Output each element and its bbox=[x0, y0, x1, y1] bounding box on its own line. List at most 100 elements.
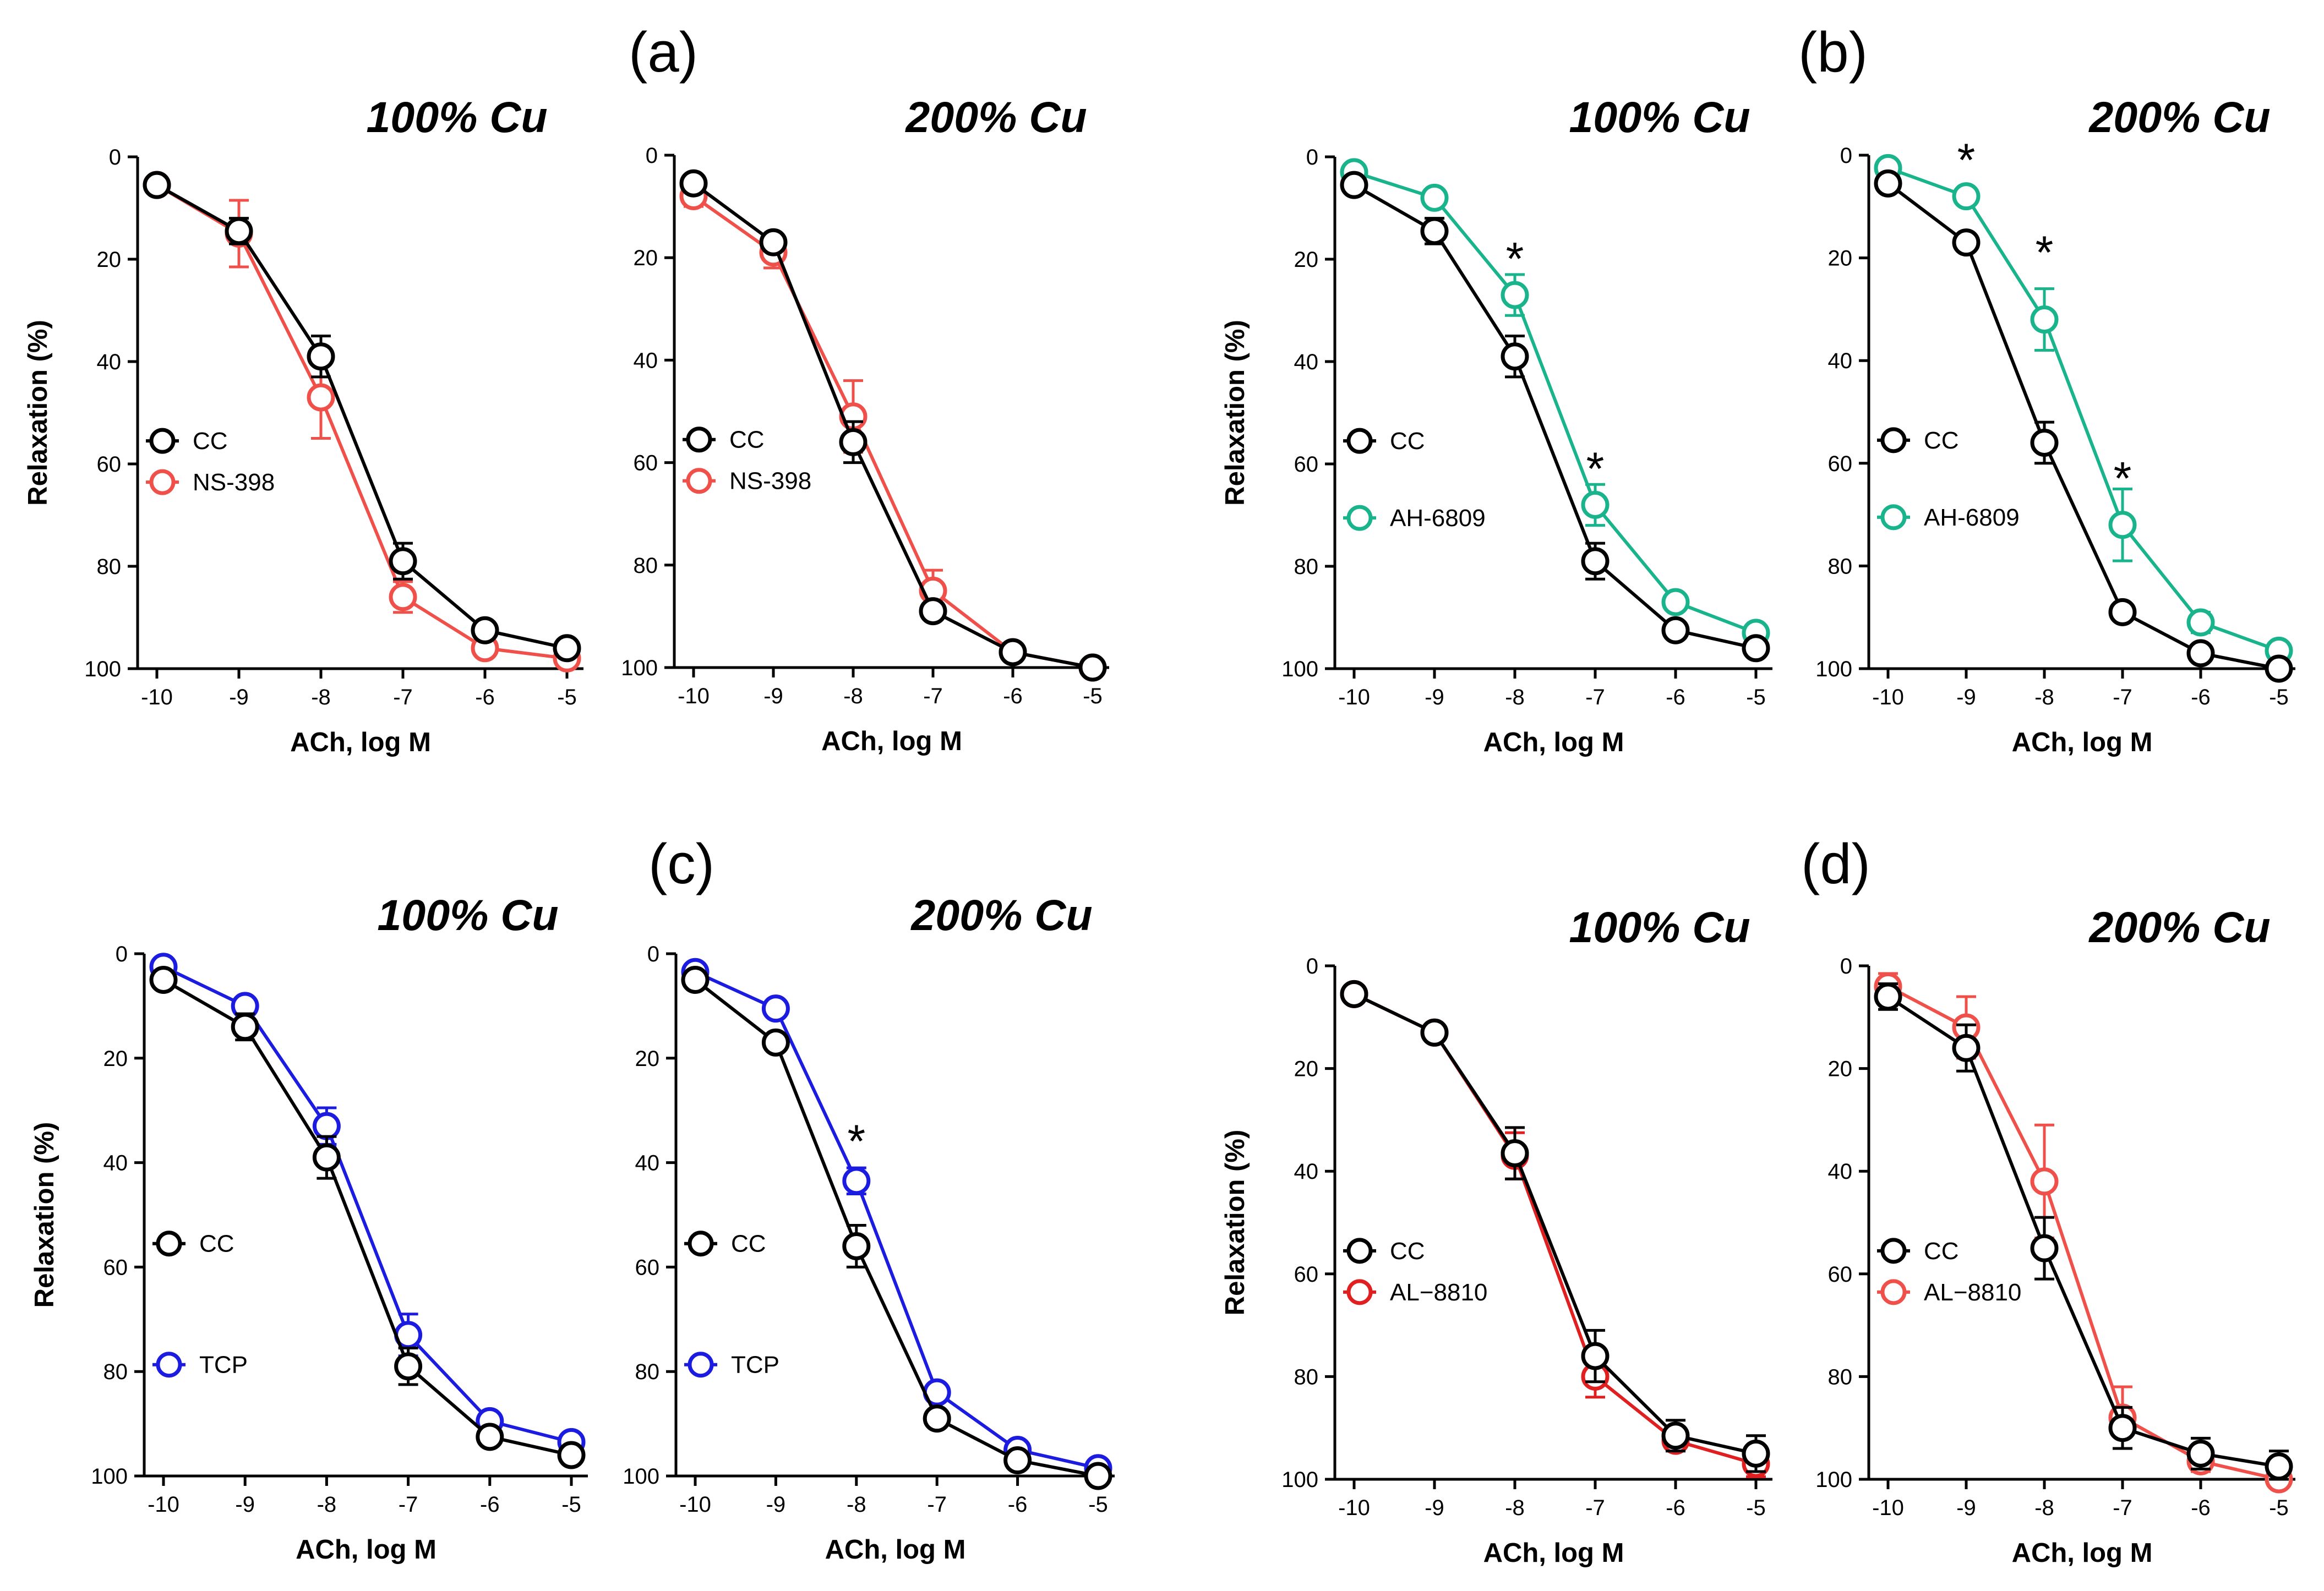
x-tick-label: -6 bbox=[2191, 1496, 2211, 1520]
data-point bbox=[759, 228, 788, 256]
series-treatment bbox=[1874, 972, 2293, 1494]
x-tick-label: -6 bbox=[480, 1492, 500, 1517]
y-tick-label: 40 bbox=[97, 350, 122, 374]
data-point bbox=[2265, 654, 2293, 683]
x-tick-label: -10 bbox=[1872, 1496, 1904, 1520]
legend-entry: CC bbox=[1343, 428, 1425, 455]
legend-entry: TCP bbox=[684, 1352, 779, 1379]
legend-marker bbox=[1880, 1238, 1907, 1264]
legend-marker bbox=[1346, 428, 1373, 454]
legend-label: AL−8810 bbox=[1390, 1279, 1487, 1306]
panel-title: 200% Cu bbox=[910, 890, 1092, 939]
data-point bbox=[1340, 980, 1368, 1008]
series-line bbox=[162, 978, 572, 1457]
legend-marker bbox=[686, 468, 712, 494]
legend-label: CC bbox=[1924, 427, 1959, 454]
data-point bbox=[2030, 305, 2059, 334]
data-point bbox=[919, 597, 947, 626]
x-tick-label: -5 bbox=[1746, 685, 1766, 709]
y-tick-label: 0 bbox=[646, 144, 658, 168]
chart-b-100: 0 20 40 60 80 100 -10 -9 -8 -7 -6 -5 ACh, log M Relax… bbox=[1220, 92, 1772, 757]
y-tick-label: 0 bbox=[647, 942, 659, 966]
data-point bbox=[1003, 1446, 1032, 1475]
significance-star: * bbox=[1586, 442, 1605, 494]
chart-d-200: 0 20 40 60 80 100 -10 -9 -8 -7 -6 -5 ACh, log M 200% … bbox=[1815, 903, 2295, 1568]
data-point bbox=[1078, 653, 1107, 682]
data-point bbox=[1661, 1421, 1690, 1450]
chart-a-100: 0 20 40 60 80 100 -10 -9 -8 -7 -6 -5 ACh, log M Relax… bbox=[23, 92, 583, 757]
y-tick-label: 100 bbox=[1815, 1468, 1852, 1492]
x-axis-title: ACh, log M bbox=[2012, 1538, 2153, 1568]
series-line bbox=[1887, 985, 2279, 1481]
legend-marker bbox=[688, 1352, 714, 1378]
x-tick-label: -8 bbox=[847, 1492, 866, 1517]
x-tick-label: -5 bbox=[1088, 1492, 1108, 1517]
y-tick-label: 40 bbox=[1294, 350, 1319, 374]
y-tick-label: 40 bbox=[103, 1151, 128, 1176]
legend-entry: CC bbox=[683, 427, 765, 453]
x-tick-label: -9 bbox=[1425, 1496, 1444, 1520]
legend-entry: AH-6809 bbox=[1343, 505, 1486, 532]
x-tick-label: -10 bbox=[678, 684, 710, 708]
x-tick-label: -9 bbox=[1956, 685, 1976, 709]
legend-marker bbox=[688, 1231, 714, 1257]
legend-label: CC bbox=[1390, 428, 1425, 455]
x-axis-title: ACh, log M bbox=[290, 728, 431, 757]
y-tick-label: 100 bbox=[623, 1464, 659, 1489]
y-tick-label: 100 bbox=[91, 1464, 128, 1489]
series-treatment bbox=[1340, 158, 1770, 647]
legend-marker bbox=[1346, 1238, 1373, 1264]
x-axis-title: ACh, log M bbox=[821, 726, 962, 756]
y-tick-label: 60 bbox=[103, 1255, 128, 1280]
chart-b-200: 0 20 40 60 80 100 -10 -9 -8 -7 -6 -5 ACh, log M 200% … bbox=[1815, 92, 2295, 757]
panel-title: 200% Cu bbox=[2088, 92, 2270, 141]
x-tick-label: -10 bbox=[148, 1492, 179, 1517]
y-tick-label: 20 bbox=[634, 246, 658, 270]
x-tick-label: -8 bbox=[1505, 1496, 1525, 1520]
chart-c-200: 0 20 40 60 80 100 -10 -9 -8 -7 -6 -5 ACh, log M 200% … bbox=[623, 890, 1115, 1565]
y-tick-label: 100 bbox=[1281, 1468, 1318, 1492]
data-point bbox=[307, 383, 335, 412]
legend-marker bbox=[1346, 1279, 1373, 1305]
data-point bbox=[2186, 639, 2215, 668]
y-tick-label: 40 bbox=[1828, 1160, 1853, 1184]
legend-label: AH-6809 bbox=[1390, 505, 1486, 532]
data-point bbox=[557, 1441, 586, 1469]
data-point bbox=[1952, 1034, 1981, 1062]
series-line bbox=[1887, 166, 2280, 653]
x-tick-label: -9 bbox=[229, 685, 249, 709]
series-line bbox=[1354, 171, 1757, 635]
y-tick-label: 20 bbox=[635, 1047, 660, 1071]
x-axis-title: ACh, log M bbox=[1483, 1538, 1624, 1568]
x-axis-title: ACh, log M bbox=[1483, 728, 1624, 757]
y-tick-label: 60 bbox=[1828, 1262, 1853, 1287]
y-tick-label: 20 bbox=[1828, 1057, 1853, 1081]
series-line bbox=[1353, 992, 1756, 1466]
panel-title: 100% Cu bbox=[1569, 903, 1750, 952]
x-tick-label: -9 bbox=[1425, 685, 1444, 709]
legend-label: AH-6809 bbox=[1924, 504, 2020, 531]
data-point bbox=[312, 1143, 341, 1172]
legend-entry: NS-398 bbox=[683, 468, 811, 495]
data-point bbox=[761, 1028, 790, 1057]
legend-entry: AH-6809 bbox=[1877, 504, 2020, 531]
y-tick-label: 60 bbox=[1828, 452, 1853, 476]
legend-label: CC bbox=[729, 427, 765, 453]
x-tick-label: -9 bbox=[235, 1492, 255, 1517]
x-axis-title: ACh, log M bbox=[2012, 728, 2153, 757]
legend-marker bbox=[686, 427, 712, 453]
y-tick-label: 40 bbox=[1828, 349, 1853, 373]
data-point bbox=[1420, 183, 1449, 212]
x-tick-label: -6 bbox=[1008, 1492, 1028, 1517]
y-axis-title: Relaxation (%) bbox=[1220, 1130, 1250, 1316]
significance-star: * bbox=[1957, 134, 1976, 185]
panel-letter-b: (b) bbox=[1798, 20, 1868, 84]
y-tick-label: 100 bbox=[1281, 657, 1318, 681]
significance-star: * bbox=[2036, 226, 2054, 278]
x-tick-label: -7 bbox=[1585, 685, 1605, 709]
data-point bbox=[553, 634, 581, 663]
y-axis-title: Relaxation (%) bbox=[30, 1122, 59, 1308]
data-point bbox=[923, 1404, 951, 1433]
data-point bbox=[761, 994, 790, 1023]
y-tick-label: 0 bbox=[1840, 954, 1852, 978]
